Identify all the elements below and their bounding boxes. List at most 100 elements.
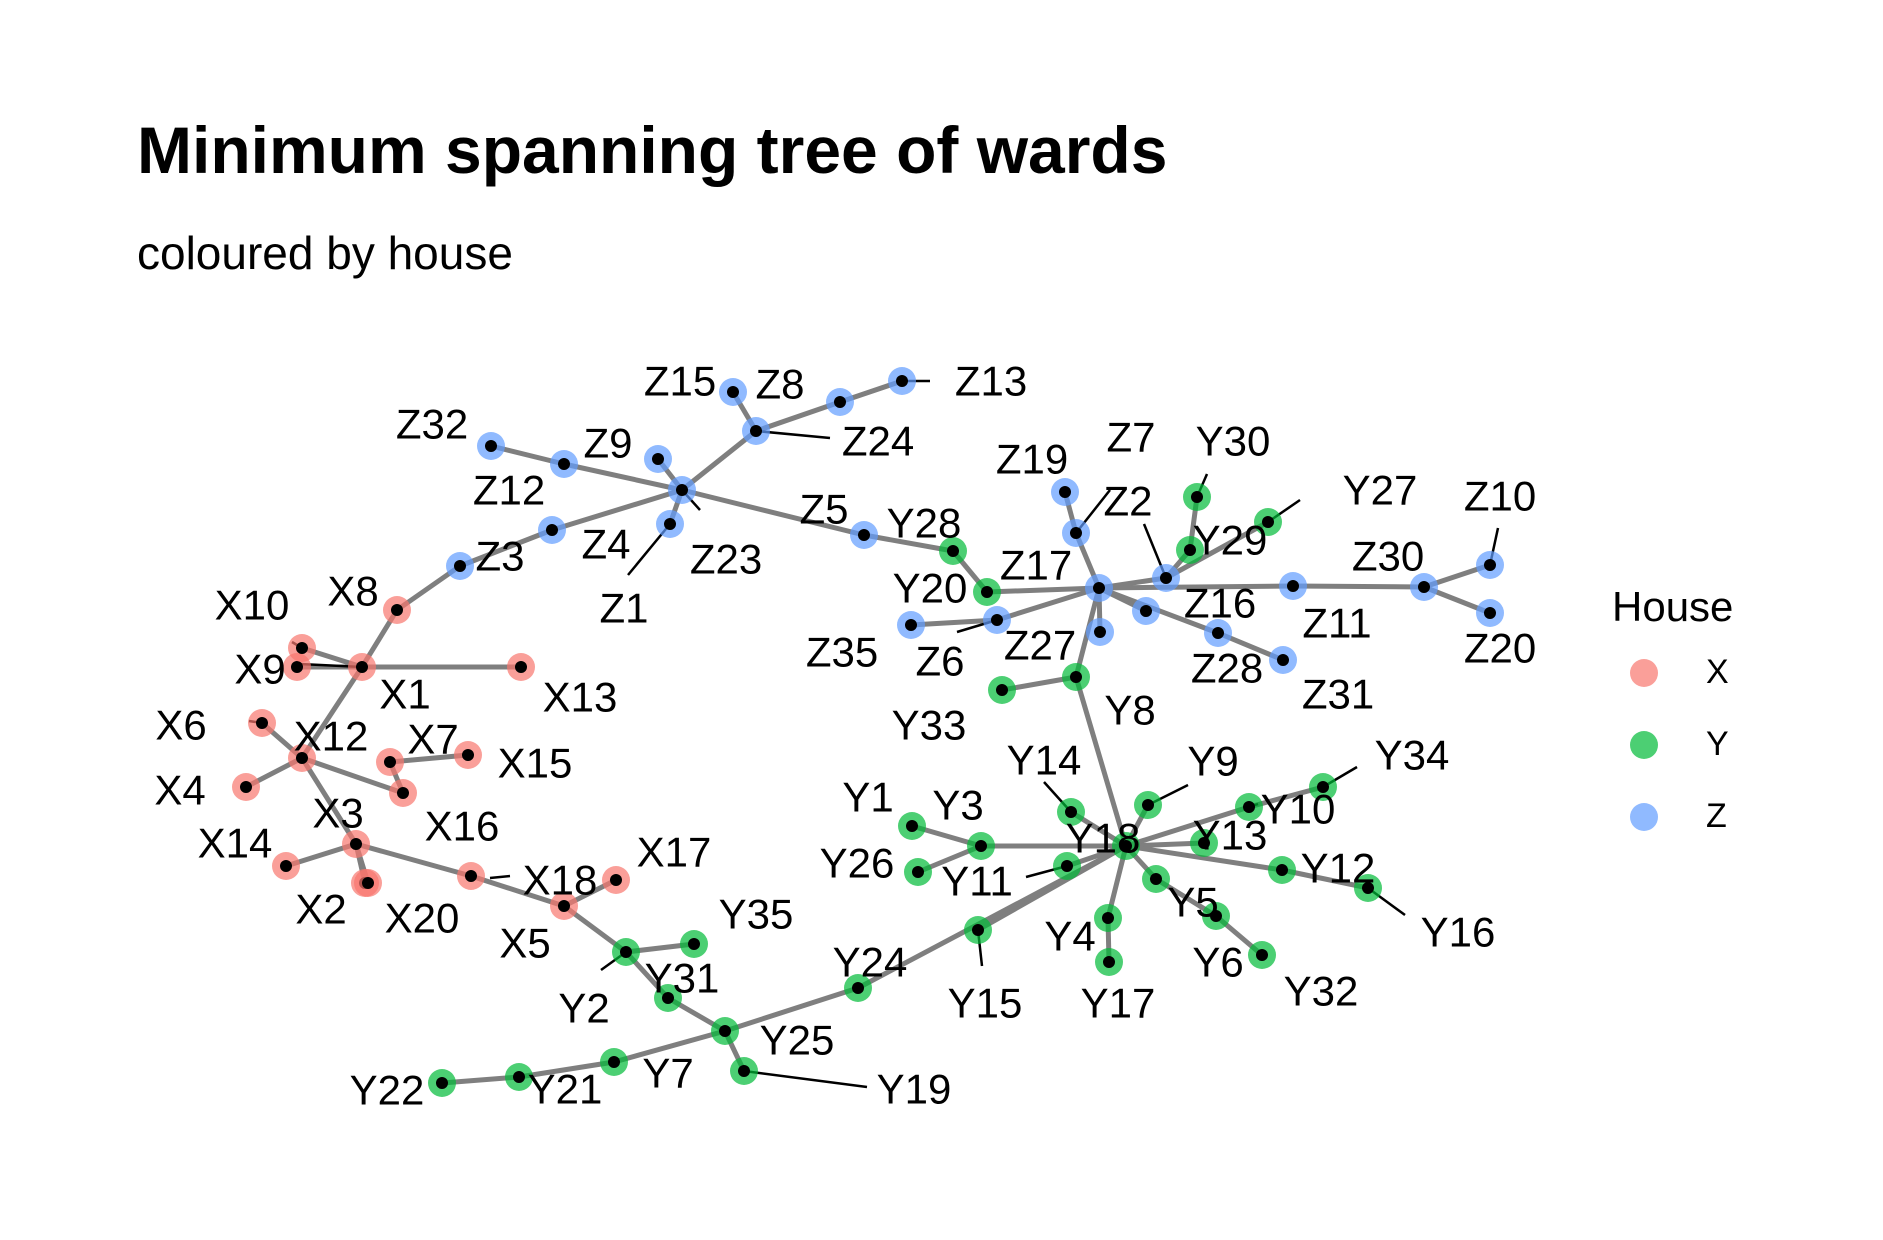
node-y20: [973, 578, 1001, 606]
node-label-z23: Z23: [690, 536, 762, 583]
node-z9: [644, 445, 672, 473]
node-label-z13: Z13: [955, 358, 1027, 405]
node-center-y34: [1317, 781, 1329, 793]
node-center-x17: [610, 874, 622, 886]
legend-item-z: Z: [1612, 789, 1832, 849]
node-label-y3: Y3: [932, 782, 983, 829]
node-label-y9: Y9: [1187, 738, 1238, 785]
node-x18: [457, 862, 485, 890]
node-center-x10: [296, 642, 308, 654]
node-y26: [904, 858, 932, 886]
node-x10: [288, 634, 316, 662]
node-center-y24: [852, 982, 864, 994]
node-center-x15: [462, 749, 474, 761]
node-label-z20: Z20: [1464, 625, 1536, 672]
node-label-z27: Z27: [1004, 622, 1076, 669]
node-y2: [612, 938, 640, 966]
node-x12: [288, 744, 316, 772]
node-center-y13: [1198, 837, 1210, 849]
node-center-z35: [905, 619, 917, 631]
legend: House X Y Z: [1612, 583, 1734, 835]
edge-z23-z5: [679, 487, 867, 538]
node-x15: [454, 741, 482, 769]
node-label-z17: Z17: [1000, 542, 1072, 589]
node-center-z15: [727, 386, 739, 398]
node-center-z12: [558, 458, 570, 470]
node-x4: [232, 773, 260, 801]
node-label-z1: Z1: [599, 585, 648, 632]
node-x14: [272, 852, 300, 880]
node-label-z12: Z12: [473, 467, 545, 514]
legend-title: House: [1612, 583, 1734, 630]
edge-y7-y21: [516, 1059, 617, 1080]
node-label-z5: Z5: [799, 486, 848, 533]
node-center-y2: [620, 946, 632, 958]
node-center-x14: [280, 860, 292, 872]
node-x7: [376, 748, 404, 776]
node-y24: [844, 974, 872, 1002]
node-center-y31: [662, 992, 674, 1004]
node-center-x7: [384, 756, 396, 768]
node-label-z2: Z2: [1103, 478, 1152, 525]
node-label-y12: Y12: [1301, 845, 1376, 892]
node-center-x16: [397, 787, 409, 799]
node-y14: [1057, 798, 1085, 826]
node-label-x7: X7: [407, 716, 458, 763]
node-center-x8: [391, 604, 403, 616]
edge-x18-x3: [353, 841, 474, 879]
node-label-z6: Z6: [915, 638, 964, 685]
legend-key-z: [1630, 803, 1658, 831]
edge-z3-z4: [457, 527, 555, 569]
node-label-x17: X17: [637, 829, 712, 876]
node-center-z20: [1484, 607, 1496, 619]
node-z17: [1085, 574, 1113, 602]
node-center-y19: [738, 1065, 750, 1077]
node-center-z4: [546, 524, 558, 536]
node-center-y30: [1191, 491, 1203, 503]
node-label-x18: X18: [523, 857, 598, 904]
edge-y8-y18: [1073, 674, 1129, 849]
node-label-y2: Y2: [558, 985, 609, 1032]
node-label-z15: Z15: [644, 358, 716, 405]
node-center-y33: [996, 684, 1008, 696]
node-center-y16: [1362, 882, 1374, 894]
node-y34: [1309, 773, 1337, 801]
nodes-layer: [232, 367, 1504, 1097]
node-x16: [389, 779, 417, 807]
node-z15: [719, 378, 747, 406]
edge-z12-z23: [561, 461, 685, 493]
node-y33: [988, 676, 1016, 704]
node-z4: [538, 516, 566, 544]
node-label-y8: Y8: [1104, 687, 1155, 734]
node-x3: [342, 830, 370, 858]
node-label-y18: Y18: [1066, 815, 1141, 862]
node-label-y11: Y11: [941, 858, 1013, 905]
node-y28: [939, 537, 967, 565]
edge-y18-y10: [1123, 804, 1252, 849]
node-x17: [602, 866, 630, 894]
node-y10: [1235, 793, 1263, 821]
node-y4: [1094, 904, 1122, 932]
node-label-y28: Y28: [887, 500, 962, 547]
node-y1: [898, 812, 926, 840]
node-label-y33: Y33: [892, 702, 967, 749]
node-center-z30: [1418, 581, 1430, 593]
node-label-z11: Z11: [1302, 600, 1371, 647]
edge-z23-z24: [679, 428, 759, 493]
node-center-y26: [912, 866, 924, 878]
node-center-z10: [1484, 559, 1496, 571]
legend-key-x: [1630, 659, 1658, 687]
node-y25: [711, 1017, 739, 1045]
edge-z4-z23: [549, 487, 685, 533]
node-z8: [826, 388, 854, 416]
node-x8: [383, 596, 411, 624]
node-center-x4: [240, 781, 252, 793]
node-label-y5: Y5: [1167, 879, 1218, 926]
node-center-y32: [1256, 949, 1268, 961]
node-label-x2: X2: [295, 886, 346, 933]
node-y27: [1254, 508, 1282, 536]
chart-subtitle: coloured by house: [137, 227, 513, 279]
node-y35: [680, 930, 708, 958]
node-center-z17: [1093, 582, 1105, 594]
